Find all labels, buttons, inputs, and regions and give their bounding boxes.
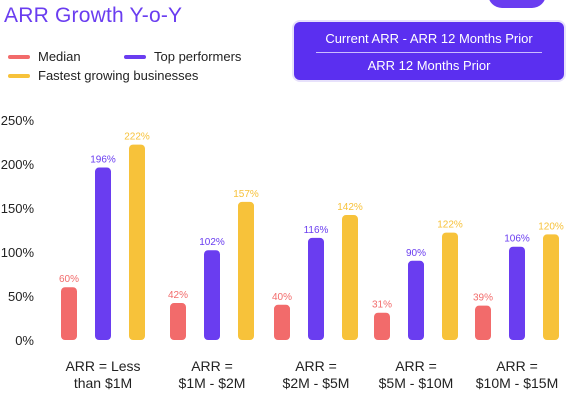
bar-fastest-growing-businesses <box>129 144 145 340</box>
data-label: 142% <box>337 202 363 213</box>
x-category-label: ARR = <box>395 358 437 374</box>
bar-top-performers <box>308 237 324 340</box>
y-tick-label: 100% <box>1 245 35 260</box>
decorative-tab <box>488 0 546 8</box>
bar-fastest-growing-businesses <box>442 232 458 340</box>
data-label: 39% <box>473 293 493 304</box>
legend-item-top-performers: Top performers <box>124 49 241 64</box>
bar-median <box>374 312 390 340</box>
bar-top-performers <box>509 246 525 340</box>
data-label: 60% <box>59 274 79 285</box>
data-label: 90% <box>406 248 426 259</box>
data-label: 116% <box>304 225 329 236</box>
x-category-label: $5M - $10M <box>379 375 454 391</box>
data-label: 222% <box>124 132 150 143</box>
y-tick-label: 200% <box>1 157 35 172</box>
legend-label: Fastest growing businesses <box>38 68 199 83</box>
x-category-label: $1M - $2M <box>179 375 246 391</box>
y-tick-label: 250% <box>1 113 35 128</box>
x-category-label: than $1M <box>74 375 132 391</box>
data-label: 122% <box>437 220 463 231</box>
x-category-label: ARR = Less <box>65 358 140 374</box>
bar-median <box>61 287 77 340</box>
x-category-label: $10M - $15M <box>476 375 558 391</box>
formula-box: Current ARR - ARR 12 Months Prior ARR 12… <box>294 22 564 80</box>
bar-fastest-growing-businesses <box>238 201 254 340</box>
y-tick-label: 50% <box>8 289 34 304</box>
legend-swatch <box>124 54 146 59</box>
formula-numerator: Current ARR - ARR 12 Months Prior <box>325 31 533 46</box>
legend-label: Median <box>38 49 81 64</box>
x-category-label: ARR = <box>496 358 538 374</box>
bar-median <box>170 303 186 340</box>
bar-median <box>274 304 290 340</box>
x-category-label: ARR = <box>191 358 233 374</box>
data-label: 31% <box>372 300 392 311</box>
y-tick-label: 150% <box>1 201 35 216</box>
legend-swatch <box>8 54 30 59</box>
data-label: 102% <box>199 237 225 248</box>
x-category-label: $2M - $5M <box>283 375 350 391</box>
data-label: 42% <box>168 290 188 301</box>
y-tick-label: 0% <box>15 333 34 348</box>
formula-denominator: ARR 12 Months Prior <box>367 58 491 73</box>
bar-top-performers <box>95 167 111 340</box>
chart-title: ARR Growth Y-o-Y <box>4 4 183 27</box>
data-label: 40% <box>272 292 292 303</box>
data-label: 157% <box>233 189 259 200</box>
bar-fastest-growing-businesses <box>543 234 559 340</box>
data-label: 106% <box>504 234 530 245</box>
bar-top-performers <box>408 260 424 340</box>
formula-fraction-line <box>316 52 542 53</box>
legend-item-fastest-growing: Fastest growing businesses <box>8 68 198 83</box>
bar-fastest-growing-businesses <box>342 215 358 340</box>
legend-item-median: Median <box>8 49 81 64</box>
bar-top-performers <box>204 250 220 340</box>
legend-label: Top performers <box>154 49 242 64</box>
data-label: 120% <box>538 221 564 232</box>
data-label: 196% <box>90 155 116 166</box>
x-category-label: ARR = <box>295 358 337 374</box>
bar-median <box>475 305 491 340</box>
legend-swatch <box>8 73 30 78</box>
